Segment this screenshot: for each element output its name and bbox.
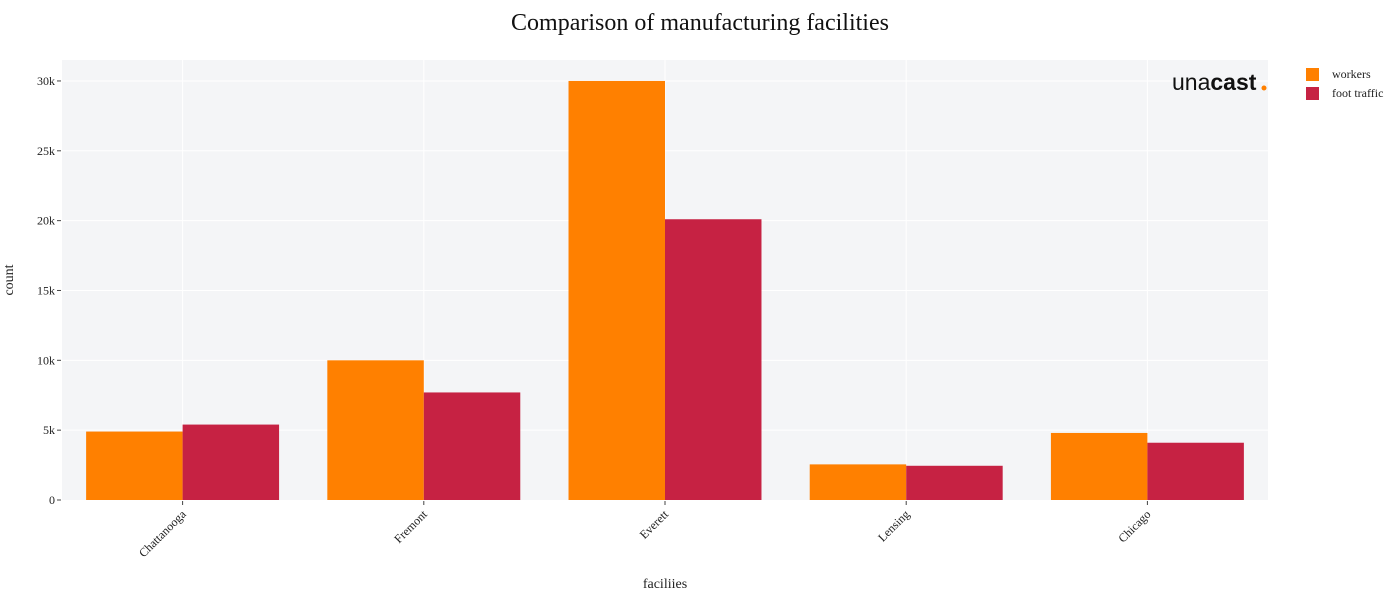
bar-foot-traffic-everett[interactable] [665,219,762,500]
bar-foot-traffic-chicago[interactable] [1147,442,1244,500]
bar-foot-traffic-chattanooga[interactable] [182,424,280,500]
legend-swatch [1306,87,1319,100]
bar-workers-everett[interactable] [568,80,665,500]
legend-item-workers[interactable]: workers [1306,67,1371,81]
legend-label: foot traffic [1332,86,1383,100]
svg-text:unacast: unacast [1172,69,1257,95]
chart-title: Comparison of manufacturing facilities [511,10,889,36]
y-axis-title: count [2,264,17,295]
y-tick-label: 0 [49,493,55,507]
logo-text-regular: una [1172,69,1211,95]
bars-layer [86,80,1244,500]
x-tick-label: Everett [637,507,672,542]
x-tick-label: Chicago [1115,507,1153,545]
x-tick-label: Fremont [391,507,430,546]
bar-workers-chicago[interactable] [1050,432,1148,500]
y-tick-label: 10k [37,353,55,367]
bar-workers-chattanooga[interactable] [86,431,183,500]
legend-swatch [1306,68,1319,81]
y-tick-label: 20k [37,214,55,228]
x-axis-title: faciliies [643,577,687,592]
y-tick-label: 15k [37,283,55,297]
legend[interactable]: workers foot traffic [1306,67,1383,100]
y-tick-label: 30k [37,74,55,88]
x-tick-label: Lensing [875,507,912,544]
y-tick-label: 25k [37,144,55,158]
bar-workers-lensing[interactable] [809,464,907,500]
legend-label: workers [1332,67,1371,81]
logo-text-bold: cast [1210,69,1256,95]
y-tick-label: 5k [43,423,55,437]
x-tick-label: Chattanooga [136,507,189,560]
bar-foot-traffic-lensing[interactable] [906,465,1003,500]
legend-item-foot-traffic[interactable]: foot traffic [1306,86,1383,100]
bar-foot-traffic-fremont[interactable] [423,392,521,500]
bar-workers-fremont[interactable] [327,360,424,500]
logo-dot [1261,85,1267,91]
unacast-logo: unacast [1172,69,1267,95]
